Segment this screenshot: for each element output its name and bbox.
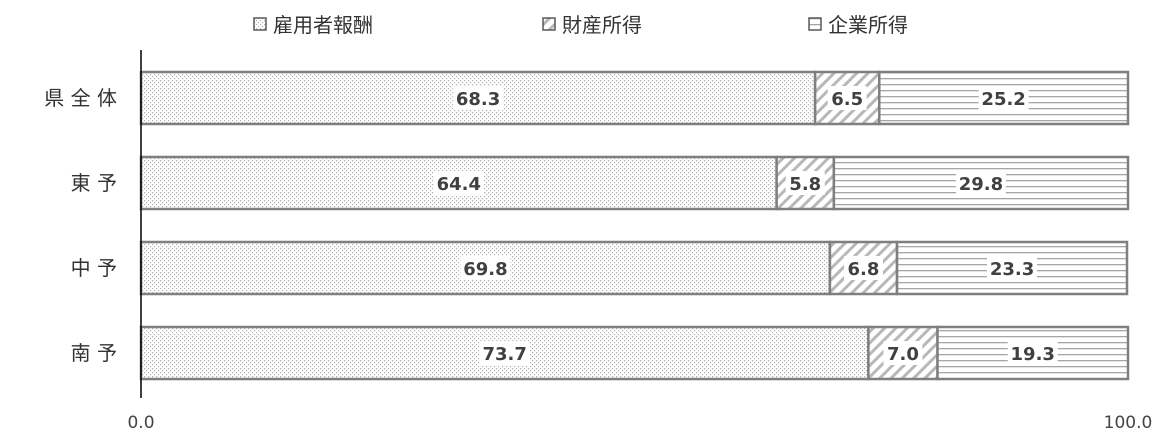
value-label-4-2: 7.0	[887, 344, 919, 365]
bar-segment-3-2	[828, 240, 899, 296]
category-label-4: 南 予	[71, 341, 117, 365]
value-label-bg-2-2	[785, 171, 825, 195]
category-label-3: 中 予	[71, 256, 117, 280]
legend-label-1: 雇用者報酬	[273, 13, 373, 37]
legend: 雇用者報酬 財産所得 企業所得	[253, 13, 908, 37]
value-label-2-1: 64.4	[437, 174, 481, 195]
legend-swatch-3	[808, 17, 822, 31]
category-labels-group: 県 全 体東 予中 予南 予	[44, 86, 117, 365]
value-label-2-2: 5.8	[789, 174, 821, 195]
value-label-2-3: 29.8	[959, 174, 1003, 195]
value-label-bg-4-3	[1007, 341, 1058, 365]
value-label-bg-3-3	[987, 256, 1038, 280]
value-label-bg-2-1	[433, 171, 484, 195]
value-label-3-1: 69.8	[463, 259, 507, 280]
value-label-1-3: 25.2	[981, 89, 1025, 110]
legend-label-2: 財産所得	[562, 13, 642, 37]
legend-swatch-1	[253, 17, 267, 31]
value-label-4-1: 73.7	[482, 344, 526, 365]
value-label-bg-4-2	[883, 341, 923, 365]
value-label-bg-1-1	[453, 86, 504, 110]
value-label-bg-2-3	[955, 171, 1006, 195]
value-label-4-3: 19.3	[1011, 344, 1055, 365]
x-tick-label-2: 100.0	[1104, 413, 1153, 432]
legend-swatch-2	[542, 17, 556, 31]
category-label-2: 東 予	[71, 171, 117, 195]
value-label-1-2: 6.5	[831, 89, 863, 110]
value-label-bg-1-3	[978, 86, 1029, 110]
value-label-3-3: 23.3	[990, 259, 1034, 280]
category-label-1: 県 全 体	[44, 86, 117, 110]
value-label-bg-4-1	[479, 341, 530, 365]
value-label-1-1: 68.3	[456, 89, 500, 110]
value-label-bg-3-2	[843, 256, 883, 280]
value-label-3-2: 6.8	[848, 259, 880, 280]
value-labels-group: 68.3 6.5 25.2 64.4 5.8 29.8 69.8 6.8 23.3 73.7 7.0…	[433, 86, 1058, 365]
bars-group	[139, 70, 1130, 381]
legend-label-3: 企業所得	[828, 13, 908, 37]
value-label-bg-1-2	[827, 86, 867, 110]
x-tick-labels-group: 0.0 100.0	[127, 413, 1152, 432]
value-label-bg-3-1	[460, 256, 511, 280]
x-tick-label-1: 0.0	[127, 413, 154, 432]
